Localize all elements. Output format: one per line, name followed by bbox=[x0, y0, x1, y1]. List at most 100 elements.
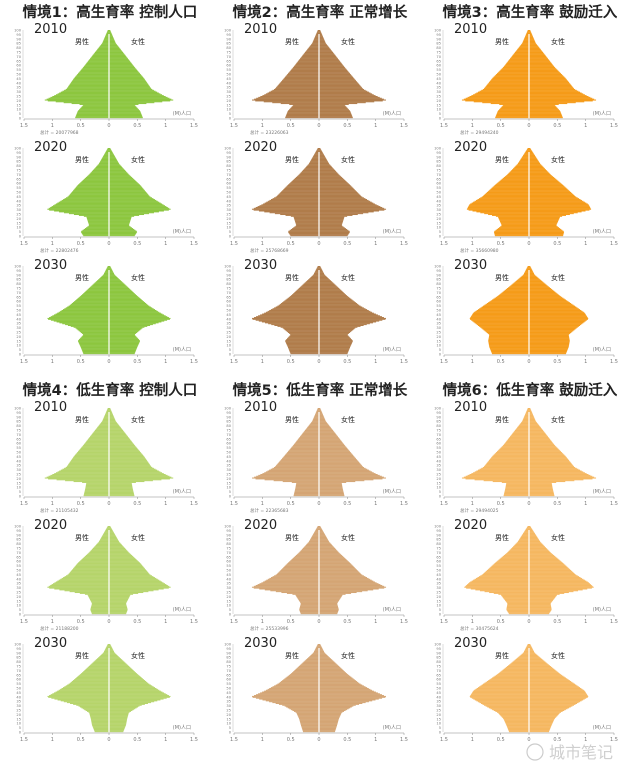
bar-female bbox=[109, 81, 147, 83]
bar-male bbox=[266, 201, 319, 203]
bar-female bbox=[109, 332, 137, 334]
bar-male bbox=[505, 487, 529, 489]
bar-male bbox=[496, 228, 529, 230]
bar-male bbox=[309, 46, 319, 48]
bar-female bbox=[529, 294, 559, 296]
y-tick-label: 55 bbox=[16, 68, 21, 72]
x-tick-label: 0.5 bbox=[287, 501, 295, 507]
bar-male bbox=[53, 314, 109, 316]
y-tick-label: 85 bbox=[226, 160, 231, 164]
bar-female bbox=[109, 228, 134, 230]
y-tick-label: 75 bbox=[436, 429, 441, 433]
bar-male bbox=[283, 188, 319, 190]
bar-male bbox=[516, 658, 529, 660]
bar-male bbox=[477, 687, 529, 689]
bar-female bbox=[529, 533, 536, 535]
bar-female bbox=[109, 445, 136, 447]
bar-female bbox=[319, 452, 351, 454]
bar-male bbox=[473, 101, 529, 103]
bar-female bbox=[529, 349, 568, 351]
bar-male bbox=[526, 645, 529, 647]
bar-female bbox=[319, 444, 345, 446]
bar-male bbox=[312, 41, 319, 43]
bar-male bbox=[293, 495, 319, 497]
bar-male bbox=[287, 337, 319, 339]
bar-female bbox=[529, 198, 580, 200]
bar-female bbox=[529, 293, 558, 295]
bar-male bbox=[104, 651, 109, 653]
bar-female bbox=[319, 82, 359, 84]
bar-male bbox=[81, 707, 109, 709]
bar-female bbox=[319, 207, 385, 209]
bar-female bbox=[529, 553, 553, 555]
bar-male bbox=[501, 446, 529, 448]
bar-female bbox=[529, 451, 562, 453]
bar-male bbox=[489, 334, 529, 336]
bar-female bbox=[529, 200, 584, 202]
bar-male bbox=[300, 613, 319, 615]
bar-female bbox=[319, 468, 368, 470]
bar-male bbox=[507, 604, 529, 606]
y-tick-label: 25 bbox=[436, 591, 441, 595]
bar-female bbox=[529, 440, 552, 442]
y-tick-label: 20 bbox=[226, 217, 231, 221]
bar-male bbox=[79, 344, 109, 346]
bar-female bbox=[319, 192, 358, 194]
bar-female bbox=[529, 591, 574, 593]
bar-male bbox=[82, 708, 109, 710]
bar-male bbox=[307, 426, 319, 428]
bar-female bbox=[319, 447, 348, 449]
bar-male bbox=[55, 313, 109, 315]
y-tick-label: 30 bbox=[16, 90, 21, 94]
bar-male bbox=[292, 294, 319, 296]
bar-male bbox=[498, 449, 529, 451]
bar-female bbox=[319, 704, 356, 706]
bar-male bbox=[82, 180, 109, 182]
pyramid-panel: 0510152025303540455055606570758085909510… bbox=[434, 400, 618, 514]
bar-male bbox=[85, 290, 109, 292]
bar-male bbox=[274, 685, 319, 687]
bar-female bbox=[109, 575, 152, 577]
bar-male bbox=[469, 474, 529, 476]
bar-female bbox=[319, 678, 354, 680]
bar-male bbox=[58, 311, 109, 313]
male-label: 男性 bbox=[495, 273, 509, 282]
bar-male bbox=[296, 712, 319, 714]
bar-male bbox=[285, 341, 319, 343]
bar-female bbox=[319, 462, 360, 464]
bar-male bbox=[507, 603, 529, 605]
bar-female bbox=[319, 79, 356, 81]
bar-male bbox=[83, 215, 109, 217]
bar-female bbox=[319, 587, 385, 589]
bar-male bbox=[297, 715, 319, 717]
bar-male bbox=[483, 194, 529, 196]
bar-female bbox=[319, 539, 328, 541]
bar-female bbox=[109, 207, 170, 209]
bar-female bbox=[529, 479, 584, 481]
y-tick-label: 25 bbox=[16, 473, 21, 477]
bar-female bbox=[529, 43, 537, 45]
bar-male bbox=[495, 710, 529, 712]
bar-female bbox=[529, 711, 561, 713]
unit-label: (M)人口 bbox=[593, 347, 611, 353]
y-tick-label: 50 bbox=[226, 73, 231, 77]
bar-female bbox=[109, 273, 114, 275]
bar-male bbox=[76, 185, 109, 187]
bar-male bbox=[298, 717, 319, 719]
bar-male bbox=[80, 560, 109, 562]
bar-male bbox=[505, 484, 529, 486]
bar-male bbox=[511, 284, 529, 286]
y-tick-label: 25 bbox=[226, 213, 231, 217]
bar-male bbox=[527, 30, 529, 32]
bar-male bbox=[57, 580, 109, 582]
bar-female bbox=[319, 572, 361, 574]
bar-female bbox=[109, 671, 135, 673]
bar-male bbox=[91, 434, 109, 436]
bar-male bbox=[474, 311, 529, 313]
bar-female bbox=[319, 710, 346, 712]
y-tick-label: 45 bbox=[226, 77, 231, 81]
bar-female bbox=[529, 437, 549, 439]
bar-male bbox=[497, 72, 529, 74]
bar-female bbox=[529, 446, 557, 448]
bar-female bbox=[109, 675, 140, 677]
